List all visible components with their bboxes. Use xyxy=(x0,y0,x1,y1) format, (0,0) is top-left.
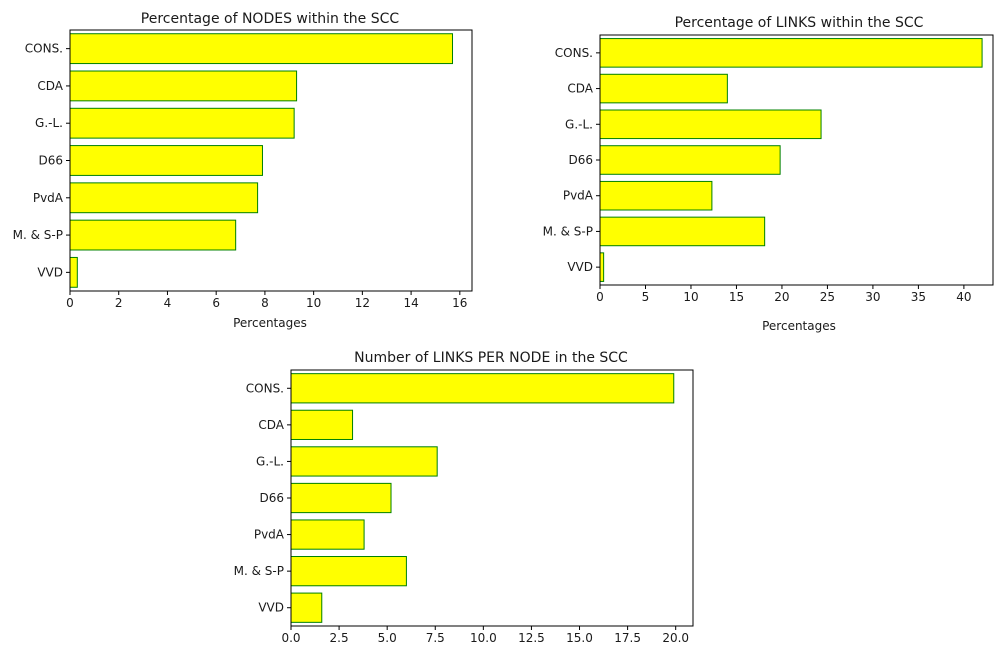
y-tick-label: M. & S-P xyxy=(13,228,63,242)
bar xyxy=(599,252,605,282)
y-tick-label: CDA xyxy=(567,82,593,96)
x-tick-label: 10 xyxy=(306,296,321,310)
y-tick-label: VVD xyxy=(258,601,284,615)
bar xyxy=(599,145,781,175)
y-tick-label: CDA xyxy=(258,418,284,432)
bar xyxy=(69,256,78,288)
x-tick-label: 10.0 xyxy=(470,631,497,645)
x-tick-label: 15 xyxy=(729,290,744,304)
x-tick-label: 0.0 xyxy=(281,631,300,645)
x-tick-label: 5.0 xyxy=(378,631,397,645)
chart-links-per-node: Number of LINKS PER NODE in the SCC CONS… xyxy=(234,350,694,645)
y-tick-label: CDA xyxy=(37,79,63,93)
bar xyxy=(290,373,675,404)
x-tick-label: 15.0 xyxy=(566,631,593,645)
chart-nodes-percentage: Percentage of NODES within the SCC CONS.… xyxy=(13,11,473,330)
y-tick-label: CONS. xyxy=(555,46,593,60)
bar xyxy=(290,482,392,514)
y-tick-label: PvdA xyxy=(33,191,64,205)
x-tick-label: 17.5 xyxy=(614,631,641,645)
x-tick-label: 0 xyxy=(66,296,74,310)
x-tick-label: 20 xyxy=(774,290,789,304)
x-tick-label: 4 xyxy=(164,296,172,310)
x-tick-label: 8 xyxy=(261,296,269,310)
bar xyxy=(290,409,354,440)
bar xyxy=(69,219,237,251)
y-tick-label: CONS. xyxy=(25,42,63,56)
bar xyxy=(290,446,438,477)
x-tick-label: 2 xyxy=(115,296,123,310)
x-tick-label: 40 xyxy=(956,290,971,304)
x-tick-label: 0 xyxy=(596,290,604,304)
chart-links-percentage: Percentage of LINKS within the SCC CONS.… xyxy=(543,15,994,333)
y-tick-label: D66 xyxy=(38,154,63,168)
x-tick-label: 6 xyxy=(212,296,220,310)
bar xyxy=(599,180,713,211)
y-tick-label: G.-L. xyxy=(35,116,63,130)
chart-title: Number of LINKS PER NODE in the SCC xyxy=(354,350,628,366)
y-tick-label: M. & S-P xyxy=(543,224,593,238)
x-tick-label: 35 xyxy=(911,290,926,304)
chart-title: Percentage of NODES within the SCC xyxy=(141,11,400,27)
bar xyxy=(599,73,728,104)
bar xyxy=(290,556,407,587)
bar xyxy=(599,109,822,140)
chart-title: Percentage of LINKS within the SCC xyxy=(675,15,924,31)
y-tick-label: M. & S-P xyxy=(234,564,284,578)
y-tick-label: G.-L. xyxy=(256,454,284,468)
x-tick-label: 25 xyxy=(820,290,835,304)
y-tick-label: PvdA xyxy=(254,528,285,542)
y-tick-label: D66 xyxy=(259,491,284,505)
x-tick-label: 12 xyxy=(355,296,370,310)
bar xyxy=(69,70,298,102)
x-tick-label: 16 xyxy=(452,296,467,310)
x-tick-label: 30 xyxy=(865,290,880,304)
x-tick-label: 7.5 xyxy=(426,631,445,645)
y-tick-label: G.-L. xyxy=(565,117,593,131)
x-tick-label: 20.0 xyxy=(662,631,689,645)
bar xyxy=(599,216,766,247)
x-tick-label: 10 xyxy=(683,290,698,304)
x-tick-label: 14 xyxy=(403,296,418,310)
y-tick-label: CONS. xyxy=(246,381,284,395)
y-tick-label: VVD xyxy=(37,265,63,279)
bar xyxy=(69,145,263,176)
y-tick-label: D66 xyxy=(568,153,593,167)
x-tick-label: 5 xyxy=(642,290,650,304)
bar xyxy=(69,182,259,214)
bar xyxy=(599,38,983,68)
bar xyxy=(69,107,295,139)
x-axis-label: Percentages xyxy=(233,316,307,330)
x-axis-label: Percentages xyxy=(762,319,836,333)
x-tick-label: 2.5 xyxy=(330,631,349,645)
bar xyxy=(290,519,365,550)
bar xyxy=(69,33,454,65)
y-tick-label: VVD xyxy=(567,260,593,274)
x-tick-label: 12.5 xyxy=(518,631,545,645)
bar xyxy=(290,592,323,623)
y-tick-label: PvdA xyxy=(563,189,594,203)
